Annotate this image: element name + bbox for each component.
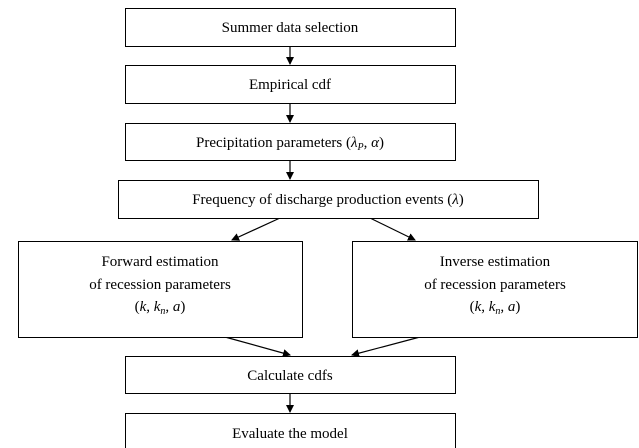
node-box bbox=[125, 123, 456, 161]
node-label: Forward estimation bbox=[101, 254, 219, 270]
label-text: α bbox=[371, 135, 380, 151]
arrows bbox=[224, 46, 421, 413]
node: Frequency of discharge production events… bbox=[118, 180, 539, 219]
node: Inverse estimation of recession paramete… bbox=[352, 241, 638, 338]
node: Precipitation parameters (λP, α) bbox=[125, 123, 456, 161]
label-text: k bbox=[140, 299, 147, 315]
label-text: a bbox=[508, 299, 516, 315]
node-label: Evaluate the model bbox=[232, 426, 348, 442]
node-label: Summer data selection bbox=[222, 20, 359, 36]
label-text: k bbox=[475, 299, 482, 315]
label-text: n bbox=[160, 306, 165, 317]
label-text: ) bbox=[180, 299, 185, 315]
label-text: λ bbox=[451, 192, 459, 208]
node-label: Frequency of discharge production events… bbox=[192, 192, 464, 208]
node-box bbox=[125, 8, 456, 47]
label-text: Empirical cdf bbox=[249, 77, 331, 93]
label-text: k bbox=[154, 299, 161, 315]
label-text: a bbox=[173, 299, 181, 315]
label-text: k bbox=[489, 299, 496, 315]
node-label: Inverse estimation bbox=[440, 254, 551, 270]
node-box bbox=[125, 356, 456, 394]
label-text: Frequency of discharge production events… bbox=[192, 192, 452, 208]
node-label: Calculate cdfs bbox=[247, 368, 333, 384]
node: Empirical cdf bbox=[125, 65, 456, 104]
label-text: of recession parameters bbox=[424, 277, 566, 293]
label-text: , bbox=[364, 135, 372, 151]
label-text: , bbox=[481, 299, 489, 315]
label-text: of recession parameters bbox=[89, 277, 231, 293]
label-text: Inverse estimation bbox=[440, 254, 551, 270]
label-text: , bbox=[500, 299, 508, 315]
label-text: Summer data selection bbox=[222, 20, 359, 36]
node-label: of recession parameters bbox=[89, 277, 231, 293]
label-text: Evaluate the model bbox=[232, 426, 348, 442]
node: Forward estimation of recession paramete… bbox=[18, 241, 303, 338]
label-text: ) bbox=[515, 299, 520, 315]
node-label: of recession parameters bbox=[424, 277, 566, 293]
node-box bbox=[18, 241, 303, 338]
label-text: P bbox=[356, 142, 363, 153]
label-text: ) bbox=[379, 135, 384, 151]
node-label: Empirical cdf bbox=[249, 77, 331, 93]
node-box bbox=[125, 65, 456, 104]
label-text: n bbox=[495, 306, 500, 317]
label-text: ( bbox=[135, 299, 140, 315]
label-text: Calculate cdfs bbox=[247, 368, 333, 384]
node-label: (k, kn, a) bbox=[470, 299, 521, 317]
arrow bbox=[224, 336, 291, 357]
node: Summer data selection bbox=[125, 8, 456, 47]
node-box bbox=[125, 413, 456, 448]
arrow bbox=[231, 217, 281, 241]
label-text: ( bbox=[470, 299, 475, 315]
label-text: , bbox=[146, 299, 154, 315]
node-box bbox=[352, 241, 638, 338]
label-text: , bbox=[165, 299, 173, 315]
label-text: Forward estimation bbox=[101, 254, 219, 270]
node-box bbox=[118, 180, 539, 219]
arrow bbox=[369, 217, 416, 241]
node: Calculate cdfs bbox=[125, 356, 456, 394]
label-text: λ bbox=[350, 135, 358, 151]
label-text: Precipitation parameters ( bbox=[196, 135, 351, 151]
node: Evaluate the model bbox=[125, 413, 456, 448]
node-label: Precipitation parameters (λP, α) bbox=[196, 135, 384, 153]
label-text: ) bbox=[459, 192, 464, 208]
node-label: (k, kn, a) bbox=[135, 299, 186, 317]
arrow bbox=[351, 336, 421, 358]
